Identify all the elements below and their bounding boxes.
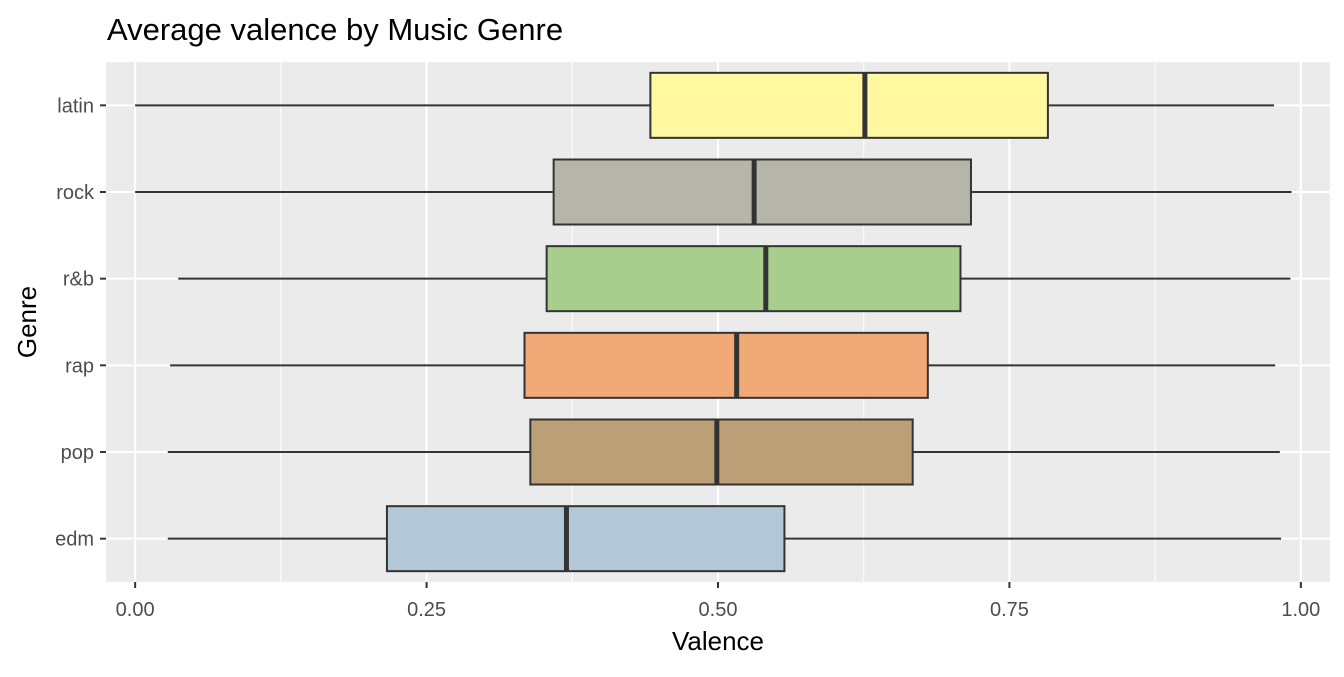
box-iqr [523, 331, 929, 399]
y-tick-label: rock [56, 182, 95, 204]
box-iqr [545, 245, 962, 313]
y-tick-label: latin [57, 95, 94, 117]
box-rap [170, 331, 1276, 399]
x-tick-label: 0.75 [990, 599, 1029, 621]
y-tick-label: r&b [63, 269, 94, 291]
x-tick-label: 0.25 [407, 599, 446, 621]
x-tick-label: 0.50 [699, 599, 738, 621]
box-iqr [385, 505, 786, 573]
x-tick-label: 0.00 [116, 599, 155, 621]
box-latin [135, 71, 1275, 139]
x-tick-label: 1.00 [1281, 599, 1320, 621]
y-tick-label: edm [55, 529, 94, 551]
y-axis: edm pop rap r&b rock latin [55, 95, 106, 551]
box-series [135, 71, 1292, 573]
y-tick-label: pop [61, 442, 94, 464]
box-iqr [649, 71, 1049, 139]
x-axis: 0.00 0.25 0.50 0.75 1.00 [116, 582, 1320, 621]
y-tick-label: rap [65, 355, 94, 377]
box-rock [135, 158, 1292, 226]
box-pop [167, 418, 1280, 486]
y-axis-title: Genre [12, 286, 42, 358]
box-iqr [552, 158, 972, 226]
box-rb [178, 245, 1291, 313]
box-iqr [529, 418, 914, 486]
box-edm [167, 505, 1282, 573]
x-axis-title: Valence [672, 626, 764, 656]
chart-title: Average valence by Music Genre [107, 12, 563, 47]
grid-minor-lines [280, 62, 1156, 582]
